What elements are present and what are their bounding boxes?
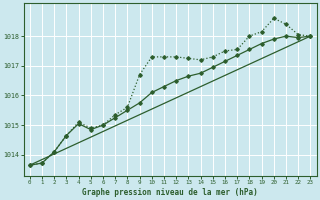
X-axis label: Graphe pression niveau de la mer (hPa): Graphe pression niveau de la mer (hPa) <box>82 188 258 197</box>
